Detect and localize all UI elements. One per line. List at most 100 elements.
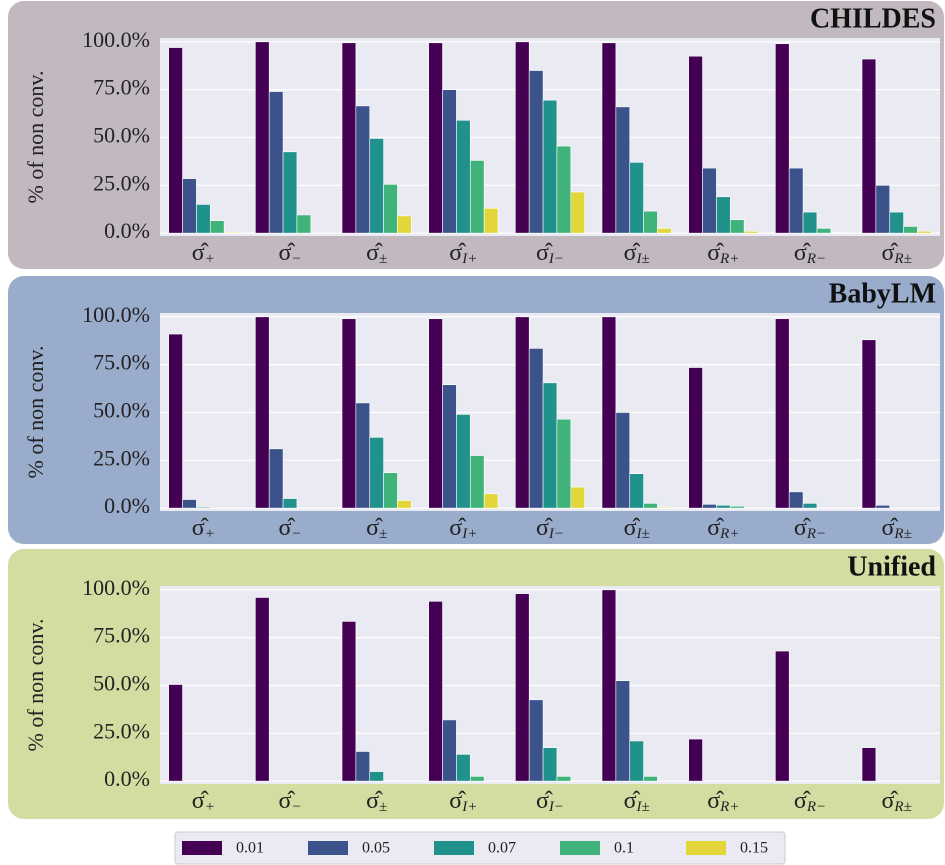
x-tick-label: σ̂− (278, 788, 301, 816)
bar (442, 719, 457, 782)
bar (268, 91, 284, 234)
bar (542, 99, 558, 234)
x-tick-label: σ̂I+ (449, 788, 477, 816)
bar (223, 231, 239, 234)
x-tick-label: σ̂R− (794, 788, 826, 816)
y-tick-label: 25.0% (93, 170, 150, 195)
bar (428, 42, 443, 234)
bar (428, 318, 443, 509)
y-tick-label: 0.0% (104, 493, 150, 518)
bar (369, 771, 384, 782)
x-tick-label: σ̂± (366, 240, 387, 268)
bar (716, 196, 731, 234)
bar (875, 504, 891, 509)
legend-label: 0.1 (614, 840, 634, 857)
panel-title: Unified (847, 551, 936, 582)
bar (643, 210, 658, 234)
bar (515, 593, 530, 782)
bar (861, 339, 877, 509)
x-tick-label: σ̂+ (192, 240, 215, 268)
bar (688, 367, 703, 509)
bar (775, 318, 790, 509)
bar (341, 42, 357, 234)
y-tick-label: 75.0% (93, 623, 150, 648)
bar (282, 151, 298, 234)
bar (788, 167, 804, 234)
bar (383, 184, 398, 234)
bar (469, 455, 485, 509)
bar (629, 162, 644, 234)
x-tick-label: σ̂R± (881, 240, 911, 268)
y-tick-label: 100.0% (82, 27, 150, 52)
legend-label: 0.15 (740, 840, 768, 857)
y-tick-label: 50.0% (93, 398, 150, 423)
bar (296, 214, 312, 234)
x-tick-label: σ̂+ (192, 515, 215, 543)
bar (369, 437, 384, 509)
bar (341, 318, 357, 509)
bar (515, 41, 530, 234)
legend-swatch (308, 841, 348, 855)
bar (341, 621, 357, 782)
bar (528, 70, 544, 234)
bar (442, 89, 457, 234)
y-tick-label: 50.0% (93, 123, 150, 148)
bar (255, 41, 270, 234)
bar (383, 472, 398, 509)
bar (209, 220, 225, 234)
y-tick-label: 75.0% (93, 75, 150, 100)
bar (643, 503, 658, 509)
bar (483, 207, 499, 234)
x-tick-label: σ̂R± (881, 515, 911, 543)
x-tick-label: σ̂I+ (449, 515, 477, 543)
bar (528, 348, 544, 509)
bar (657, 228, 672, 234)
bar (542, 747, 558, 782)
bar (556, 418, 572, 509)
x-tick-label: σ̂R− (794, 240, 826, 268)
bar (542, 382, 558, 509)
bar (556, 776, 572, 782)
bar (255, 597, 270, 782)
legend-swatch (560, 841, 600, 855)
bar (182, 178, 197, 234)
bar (168, 684, 183, 782)
x-tick-label: σ̂I± (624, 788, 650, 816)
bar (469, 160, 485, 234)
bar (255, 316, 270, 509)
x-tick-label: σ̂R+ (707, 788, 739, 816)
bar (775, 650, 790, 782)
bar (570, 486, 585, 509)
bar (182, 499, 197, 509)
bar (903, 226, 918, 234)
bar (369, 138, 384, 234)
bar (442, 384, 457, 509)
x-tick-label: σ̂I+ (449, 240, 477, 268)
bar (917, 230, 932, 234)
bar (168, 333, 183, 509)
bar (615, 680, 631, 782)
bar (861, 58, 877, 234)
bar (515, 316, 530, 509)
x-tick-label: σ̂R− (794, 515, 826, 543)
y-axis-label: % of non conv. (23, 71, 48, 204)
x-tick-label: σ̂− (278, 515, 301, 543)
bar (397, 215, 412, 234)
bar (383, 780, 398, 782)
bar (469, 776, 485, 782)
y-axis-label: % of non conv. (23, 619, 48, 752)
bar (397, 500, 412, 509)
bar (456, 414, 471, 509)
bar (483, 493, 499, 509)
bar (615, 106, 631, 234)
bar (615, 412, 631, 509)
bar (629, 473, 644, 509)
bar (456, 754, 471, 782)
bar (802, 503, 818, 509)
panel-title: CHILDES (810, 3, 936, 34)
x-tick-label: σ̂± (366, 515, 387, 543)
bar (643, 776, 658, 782)
y-tick-label: 25.0% (93, 718, 150, 743)
bar (282, 498, 298, 509)
bar (889, 211, 904, 234)
